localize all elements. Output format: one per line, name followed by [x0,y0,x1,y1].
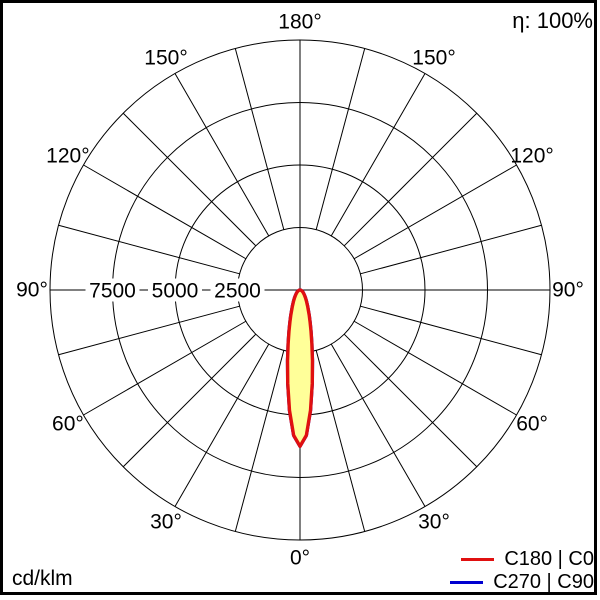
legend-item-c180-c0: C180 | C0 [461,548,594,571]
polar-spoke [234,48,285,230]
polar-spoke [58,305,240,356]
ring-label: 2500 [214,280,261,303]
legend-label-c270-c90: C270 | C90 [493,571,594,593]
polar-spoke [83,164,247,260]
polar-spoke [353,164,517,260]
polar-spoke [174,343,270,507]
polar-spoke [353,320,517,416]
polar-spoke [315,48,366,230]
polar-spoke [83,320,247,416]
polar-spoke [234,350,285,532]
ring-label-bg [85,278,140,302]
legend-item-c270-c90: C270 | C90 [450,571,594,594]
polar-spoke [122,333,257,468]
polar-spoke [360,224,542,275]
angle-label: 30° [150,511,182,534]
angle-label: 60° [516,413,548,436]
angle-label: 60° [52,413,84,436]
unit-label: cd/klm [12,567,73,590]
ring-label: 5000 [152,280,199,303]
polar-spoke [330,73,426,237]
angle-label: 150° [412,46,455,69]
polar-spoke [330,343,426,507]
angle-label: 120° [46,145,89,168]
ring-label: 7500 [89,280,136,303]
ring-label-bg [210,278,265,302]
intensity-curve-c180-c0 [285,288,315,448]
angle-label: 150° [144,46,187,69]
polar-spoke [174,73,270,237]
angle-label: 90° [552,279,584,302]
angle-label: 30° [418,511,450,534]
angle-label: 90° [16,279,48,302]
polar-spoke [122,112,257,247]
polar-spoke [58,224,240,275]
legend-line-red-icon [461,557,495,562]
legend-line-blue-icon [450,580,484,585]
legend: C180 | C0 C270 | C90 [450,548,594,594]
polar-spoke [360,305,542,356]
polar-spoke [343,333,478,468]
ring-label-bg [148,278,202,302]
angle-label: 120° [510,145,553,168]
legend-label-c180-c0: C180 | C0 [504,548,594,570]
angle-label: 0° [290,547,310,570]
polar-spoke [315,350,366,532]
angle-label: 180° [278,11,321,34]
efficiency-label: η: 100% [512,8,593,33]
polar-spoke [343,112,478,247]
